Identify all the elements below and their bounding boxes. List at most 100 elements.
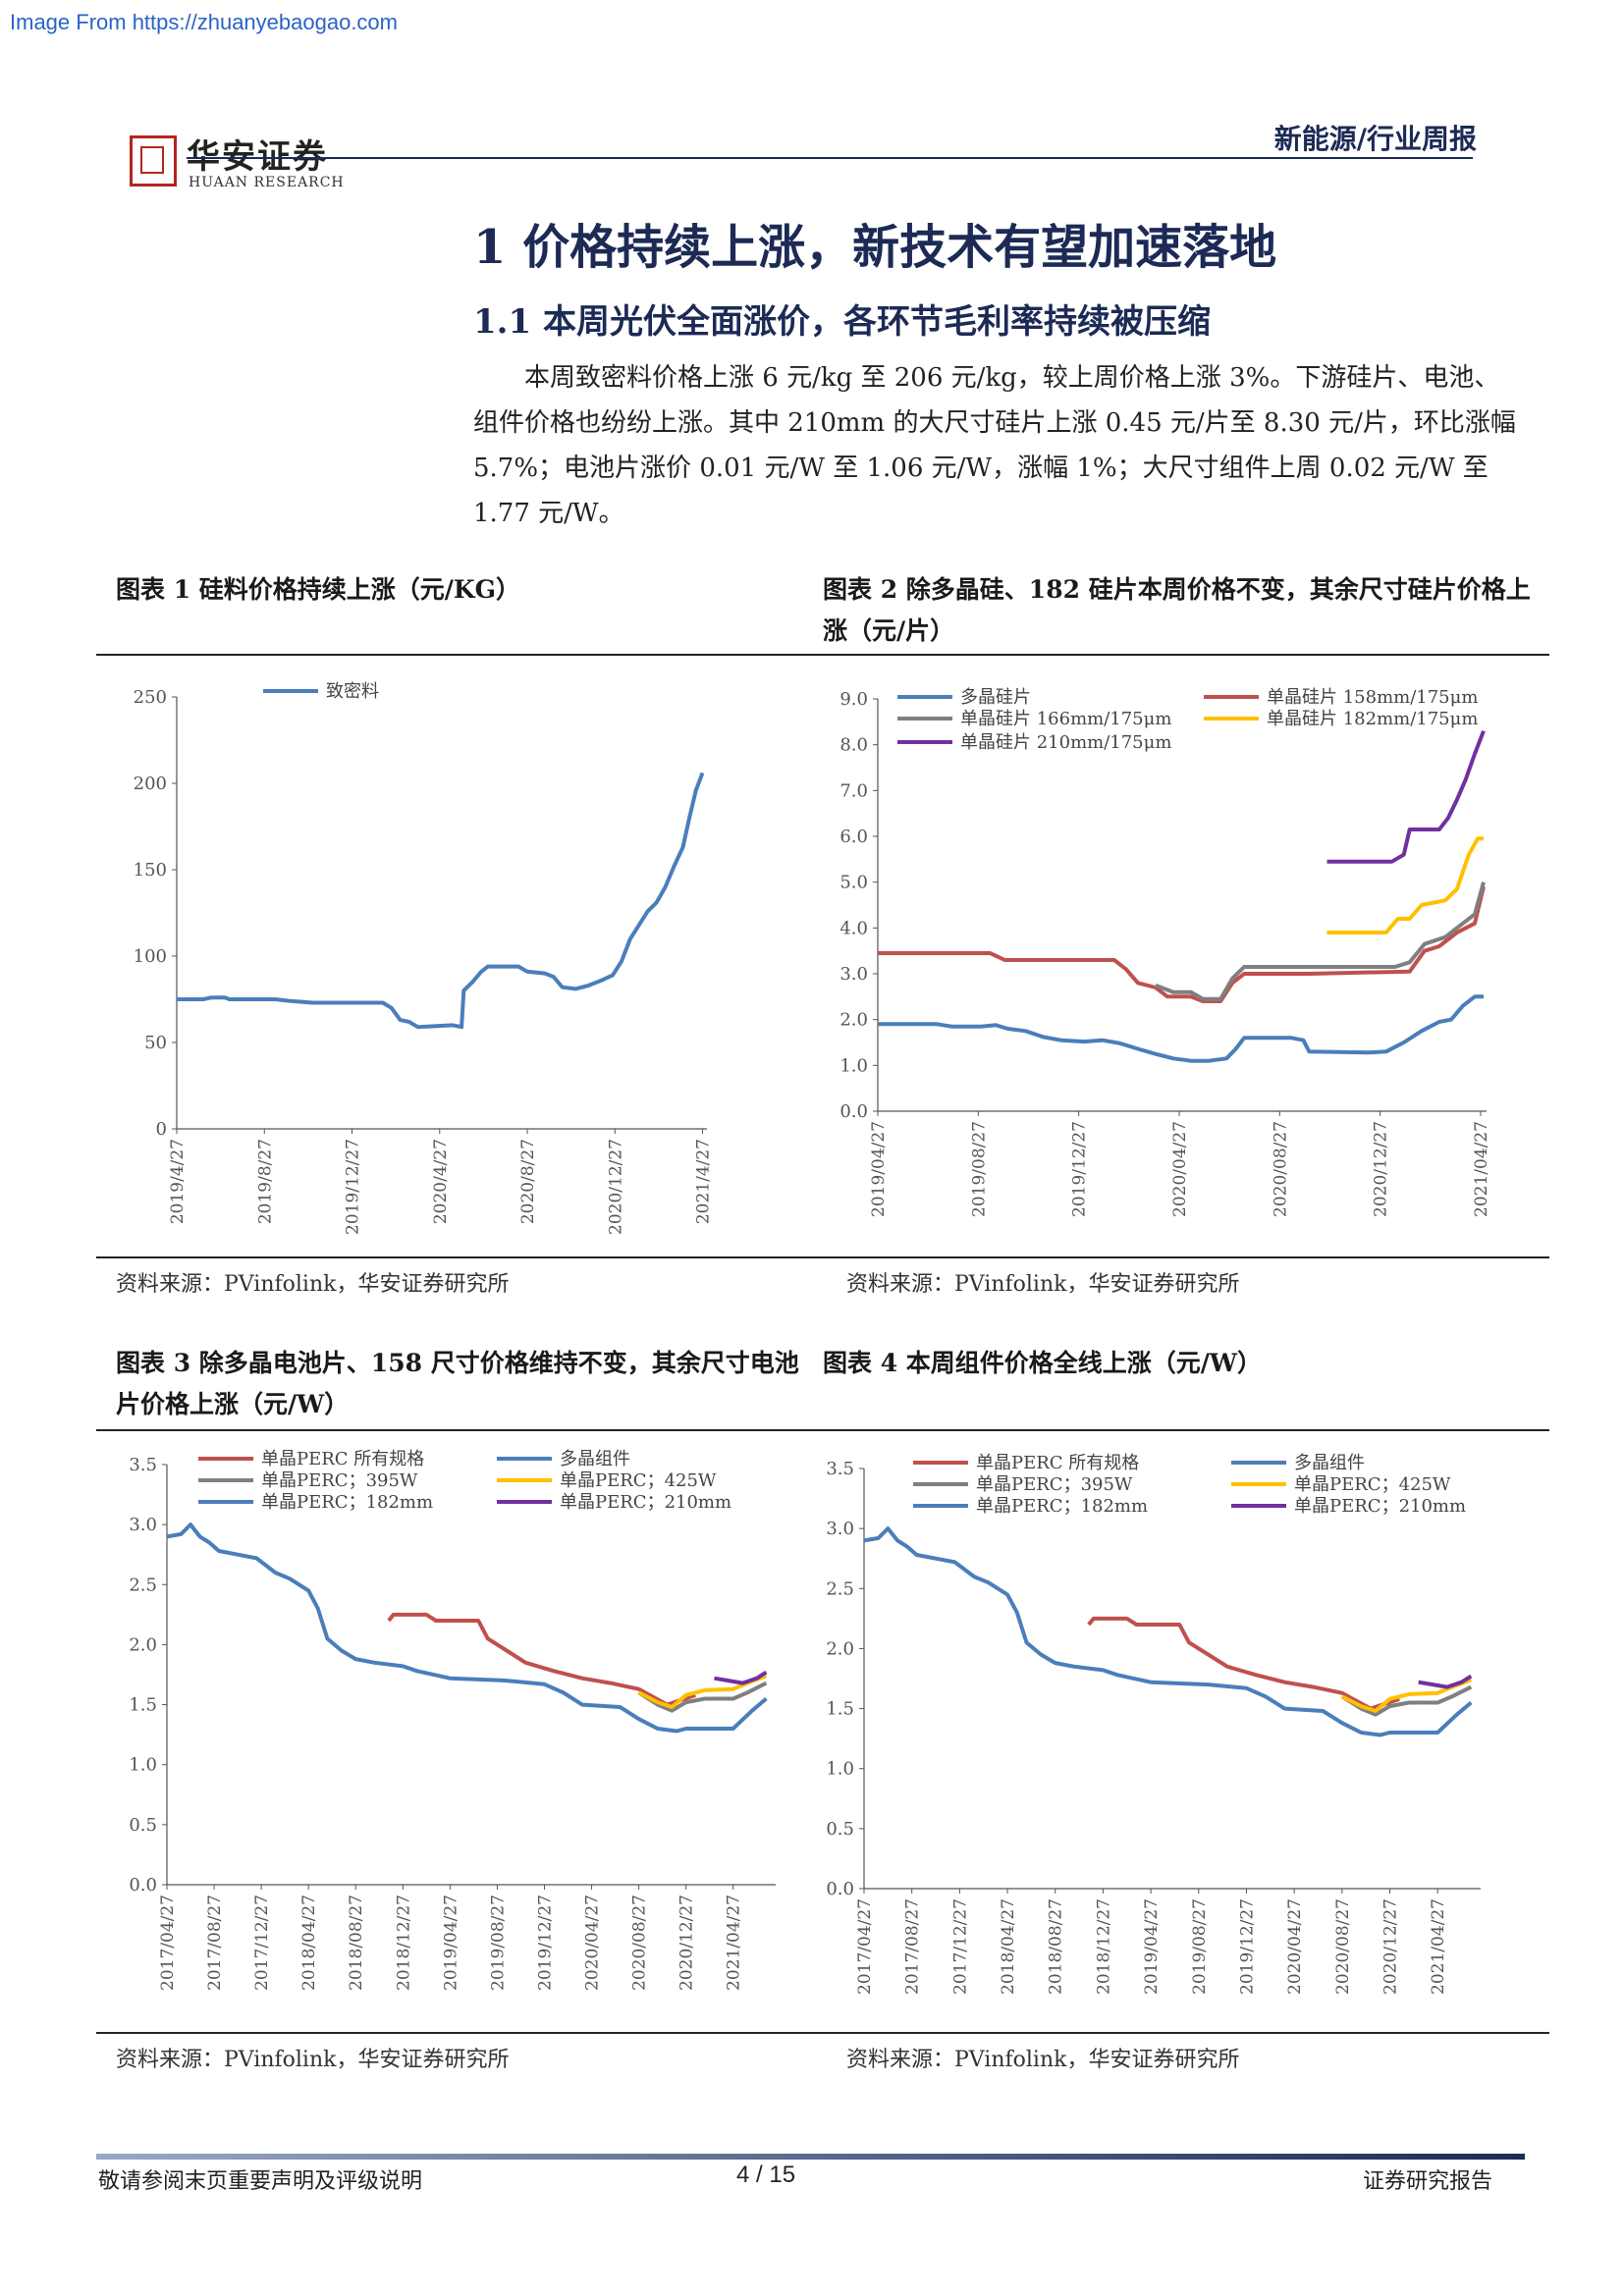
logo-english: HUAAN RESEARCH	[189, 175, 345, 190]
x-tick-label: 2019/4/27	[168, 1139, 188, 1224]
x-tick-label: 2019/8/27	[255, 1139, 275, 1224]
chart-4: 0.0 0.5 1.0 1.5 2.0 2.5 3.0 3.5 2017/04/27 2017/0…	[826, 1453, 1481, 1995]
series-line	[1155, 881, 1486, 1001]
legend-label: 多晶组件	[1294, 1453, 1365, 1473]
figure-1-source: 资料来源：PVinfolink，华安证券研究所	[116, 1272, 510, 1297]
x-tick-label: 2020/08/27	[1271, 1121, 1290, 1217]
y-tick-label: 1.0	[839, 1055, 868, 1076]
source-banner[interactable]: Image From https://zhuanyebaogao.com	[10, 10, 398, 34]
legend-label: 单晶PERC；425W	[560, 1470, 717, 1491]
y-tick-label: 2.5	[129, 1575, 157, 1595]
legend-label: 单晶PERC 所有规格	[261, 1449, 424, 1469]
logo-chinese: 华安证券	[187, 137, 328, 177]
x-tick-label: 2020/8/27	[518, 1139, 538, 1224]
subsection-heading: 1.1 本周光伏全面涨价，各环节毛利率持续被压缩	[473, 302, 1211, 342]
y-tick-label: 2.0	[839, 1010, 868, 1031]
figure-row2-top-rule	[96, 1429, 1549, 1431]
body-paragraph: 本周致密料价格上涨 6 元/kg 至 206 元/kg，较上周价格上涨 3%。下…	[473, 363, 1516, 528]
series-line	[1340, 1684, 1473, 1717]
y-tick-label: 250	[134, 687, 167, 708]
figure-2-title: 图表 2 除多晶硅、182 硅片本周价格不变，其余尺寸硅片价格上涨（元/片）	[823, 575, 1531, 645]
x-tick-label: 2017/04/27	[158, 1895, 178, 1991]
legend-label: 单晶PERC；395W	[261, 1470, 418, 1491]
x-tick-label: 2020/04/27	[1170, 1121, 1190, 1217]
x-tick-label: 2019/04/27	[1142, 1898, 1162, 1995]
legend-label: 单晶硅片 182mm/175μm	[1267, 709, 1478, 729]
x-tick-label: 2020/08/27	[1333, 1898, 1353, 1995]
x-tick-label: 2019/12/27	[344, 1139, 363, 1235]
y-tick-label: 1.5	[129, 1695, 157, 1716]
series-line	[1326, 836, 1484, 934]
legend-label: 单晶PERC；395W	[976, 1474, 1133, 1495]
y-tick-label: 150	[134, 860, 167, 881]
figure-2-source: 资料来源：PVinfolink，华安证券研究所	[846, 1272, 1240, 1297]
y-tick-label: 4.0	[839, 918, 868, 938]
y-tick-label: 0.0	[839, 1101, 868, 1122]
x-tick-label: 2019/04/27	[869, 1121, 889, 1217]
y-tick-label: 0.0	[129, 1875, 157, 1896]
x-tick-label: 2018/04/27	[999, 1898, 1018, 1995]
y-tick-label: 0.5	[826, 1819, 854, 1840]
legend-label: 单晶PERC；182mm	[976, 1496, 1148, 1517]
figure-3-source: 资料来源：PVinfolink，华安证券研究所	[116, 2048, 510, 2072]
legend-label: 多晶组件	[560, 1449, 630, 1469]
section-heading: 1 价格持续上涨，新技术有望加速落地	[473, 220, 1277, 275]
y-tick-label: 1.0	[129, 1755, 157, 1776]
series-line	[878, 885, 1486, 1003]
x-tick-label: 2019/04/27	[441, 1895, 460, 1991]
x-tick-label: 2017/08/27	[903, 1898, 923, 1995]
legend-label: 单晶PERC；210mm	[1294, 1496, 1466, 1517]
x-tick-label: 2019/12/27	[535, 1895, 555, 1991]
logo-seal-icon	[130, 135, 177, 187]
legend-label: 单晶PERC；425W	[1294, 1474, 1451, 1495]
y-tick-label: 50	[144, 1033, 167, 1053]
legend-label: 单晶硅片 166mm/175μm	[960, 709, 1171, 729]
x-tick-label: 2019/08/27	[488, 1895, 508, 1991]
series-line	[166, 1522, 768, 1734]
figure-row1-bottom-rule	[96, 1256, 1549, 1258]
x-tick-label: 2019/12/27	[1237, 1898, 1257, 1995]
y-tick-label: 6.0	[839, 827, 868, 847]
y-tick-label: 3.5	[826, 1459, 854, 1479]
series-line	[863, 1526, 1473, 1737]
legend-label: 多晶硅片	[960, 687, 1031, 708]
x-tick-label: 2021/04/27	[725, 1895, 744, 1991]
chart-2: 0.0 1.0 2.0 3.0 4.0 5.0 6.0 7.0 8.0 9.0 2019/04/27…	[839, 687, 1491, 1217]
x-tick-label: 2020/04/27	[583, 1895, 603, 1991]
x-tick-label: 2020/08/27	[630, 1895, 650, 1991]
figure-1-title: 图表 1 硅料价格持续上涨（元/KG）	[116, 575, 521, 604]
x-tick-label: 2018/08/27	[1047, 1898, 1066, 1995]
x-tick-label: 2019/08/27	[1190, 1898, 1210, 1995]
y-tick-label: 2.0	[129, 1634, 157, 1655]
x-tick-label: 2018/08/27	[347, 1895, 366, 1991]
chart-3: 0.0 0.5 1.0 1.5 2.0 2.5 3.0 3.5 2017/04/27 2017/0…	[129, 1449, 776, 1991]
chart-1: 0 50 100 150 200 250 2019/4/27 2019/8/27 2019/12…	[134, 681, 714, 1235]
y-tick-label: 7.0	[839, 780, 868, 801]
y-tick-label: 2.5	[826, 1578, 854, 1599]
series-line	[1326, 729, 1486, 864]
x-tick-label: 2020/12/27	[677, 1895, 697, 1991]
legend-label: 单晶PERC；182mm	[261, 1492, 433, 1513]
figure-row1-top-rule	[96, 654, 1549, 656]
x-tick-label: 2017/04/27	[855, 1898, 875, 1995]
legend-label: 致密料	[326, 681, 379, 702]
footer-divider	[96, 2154, 1525, 2160]
series-line	[637, 1681, 768, 1713]
x-tick-label: 2018/12/27	[1094, 1898, 1113, 1995]
y-tick-label: 3.0	[839, 964, 868, 985]
x-tick-label: 2020/04/27	[1285, 1898, 1305, 1995]
x-tick-label: 2021/4/27	[694, 1139, 714, 1224]
x-tick-label: 2020/12/27	[606, 1139, 625, 1235]
x-tick-label: 2021/04/27	[1472, 1121, 1491, 1217]
series-line	[1418, 1674, 1473, 1689]
footer-report-type: 证券研究报告	[1362, 2169, 1492, 2194]
x-tick-label: 2020/12/27	[1372, 1121, 1391, 1217]
x-tick-label: 2018/04/27	[299, 1895, 319, 1991]
series-line	[177, 772, 705, 1030]
y-tick-label: 0.5	[129, 1815, 157, 1836]
y-tick-label: 1.5	[826, 1699, 854, 1720]
legend-label: 单晶PERC 所有规格	[976, 1453, 1139, 1473]
figure-row2-bottom-rule	[96, 2032, 1549, 2034]
y-tick-label: 100	[134, 946, 167, 967]
y-tick-label: 2.0	[826, 1638, 854, 1659]
